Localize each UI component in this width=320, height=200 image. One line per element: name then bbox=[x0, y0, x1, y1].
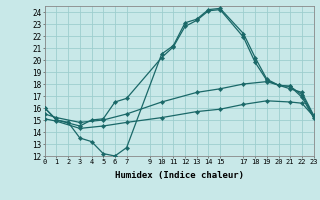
X-axis label: Humidex (Indice chaleur): Humidex (Indice chaleur) bbox=[115, 171, 244, 180]
